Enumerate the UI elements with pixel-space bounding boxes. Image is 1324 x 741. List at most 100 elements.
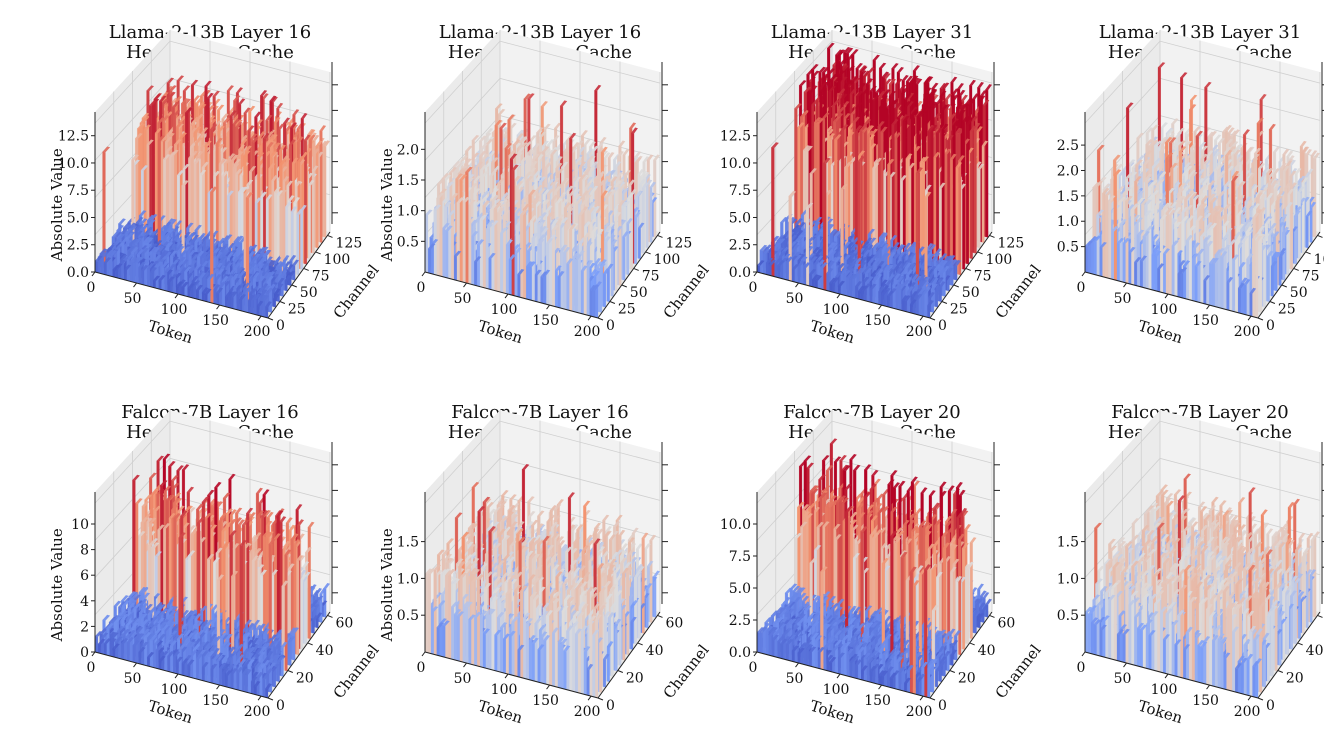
surface-top <box>229 110 237 117</box>
z-axis-label: Absolute Value <box>48 148 66 262</box>
surface-cell <box>508 259 512 296</box>
surface-top <box>146 139 154 146</box>
x-tick-mark <box>91 271 96 277</box>
surface-top <box>290 206 298 213</box>
surface-top <box>221 171 229 177</box>
surface-top <box>174 139 182 146</box>
surface-cell <box>247 300 251 314</box>
surface-top <box>200 141 208 148</box>
surface-cell <box>830 165 834 242</box>
surface-cell <box>610 244 614 297</box>
surface-top <box>266 131 274 138</box>
surface-cell <box>583 237 587 316</box>
x-tick-mark <box>546 304 550 310</box>
surface-top <box>204 80 212 87</box>
surface-top <box>198 101 206 108</box>
surface-top <box>283 158 291 165</box>
surface-cell <box>502 214 506 294</box>
surface-cell <box>641 187 645 254</box>
surface-cell <box>192 285 197 299</box>
surface-cell <box>637 227 641 260</box>
y-tick-mark <box>633 267 639 271</box>
surface-top <box>136 216 144 223</box>
surface-top <box>286 180 293 187</box>
surface-top <box>292 131 300 138</box>
gridline <box>94 77 331 161</box>
surface-cell <box>589 290 593 317</box>
surface-top <box>168 91 176 98</box>
surface-cell <box>187 288 191 298</box>
z-tick-label: 7.5 <box>67 183 89 199</box>
surface-top <box>233 236 241 243</box>
surface-top <box>139 210 147 217</box>
surface-top <box>199 169 207 176</box>
surface-cell <box>213 289 217 305</box>
surface-top <box>260 90 268 96</box>
surface-top <box>308 129 316 136</box>
surface-top <box>217 104 225 111</box>
surface-top <box>194 224 202 231</box>
surface-cell <box>264 306 269 319</box>
surface-top <box>226 190 234 197</box>
surface-top <box>276 190 284 197</box>
surface-top <box>228 242 236 249</box>
surface-cell <box>877 126 881 254</box>
surface-top <box>237 186 245 193</box>
y-tick-label: 100 <box>654 252 681 268</box>
surface-top <box>193 158 201 164</box>
surface-top <box>199 103 207 110</box>
surface-top <box>146 85 154 92</box>
surface-top <box>276 102 284 109</box>
surface-top <box>141 112 150 119</box>
y-tick-mark <box>621 284 627 288</box>
surface-cell <box>236 296 240 311</box>
y-tick-label: 50 <box>630 285 648 301</box>
z-tick-label: 1.0 <box>397 204 419 220</box>
surface-top <box>279 144 286 151</box>
surface-top <box>235 121 243 128</box>
y-tick-label: 0 <box>276 318 285 334</box>
surface-top <box>268 267 276 274</box>
surface-top <box>243 107 251 114</box>
surface-top <box>140 165 149 171</box>
surface-top <box>182 163 190 170</box>
surface-top <box>247 125 255 132</box>
surface-top <box>217 143 225 150</box>
surface-cell <box>323 145 327 238</box>
surface-top <box>163 154 171 160</box>
surface-cell <box>973 128 977 254</box>
surface-top <box>194 126 202 133</box>
surface-cell <box>307 185 311 260</box>
surface-cell <box>201 292 205 302</box>
surface-cell <box>528 266 532 301</box>
surface-top <box>195 97 203 104</box>
surface-top <box>149 100 157 107</box>
surface-cell <box>894 137 898 259</box>
z-tick-label: 12.5 <box>58 129 89 145</box>
surface-top <box>168 151 176 158</box>
surface-top <box>293 197 301 204</box>
surface-top <box>273 117 281 124</box>
panel-title-line1: Llama-2-13B Layer 16 <box>109 22 311 43</box>
surface-top <box>223 117 231 124</box>
surface-top <box>181 98 189 104</box>
y-tick-label: 75 <box>642 268 660 284</box>
surface-cell <box>488 257 492 290</box>
surface-top <box>269 151 277 158</box>
surface-cell <box>445 230 449 279</box>
surface-cell <box>551 229 555 307</box>
surface-top <box>300 113 308 120</box>
x-tick-mark <box>463 282 467 288</box>
surface-top <box>311 165 319 172</box>
surface-cell <box>296 214 300 276</box>
surface-top <box>204 140 212 147</box>
z-tick-label: 0.5 <box>397 234 419 250</box>
surface-top <box>238 98 246 105</box>
surface-top <box>183 98 192 105</box>
surface-top <box>185 107 193 114</box>
surface-top <box>265 114 273 121</box>
x-tick-label: 150 <box>202 313 229 329</box>
y-tick-mark <box>303 267 309 271</box>
surface-top <box>300 204 307 211</box>
surface-top <box>250 133 258 140</box>
